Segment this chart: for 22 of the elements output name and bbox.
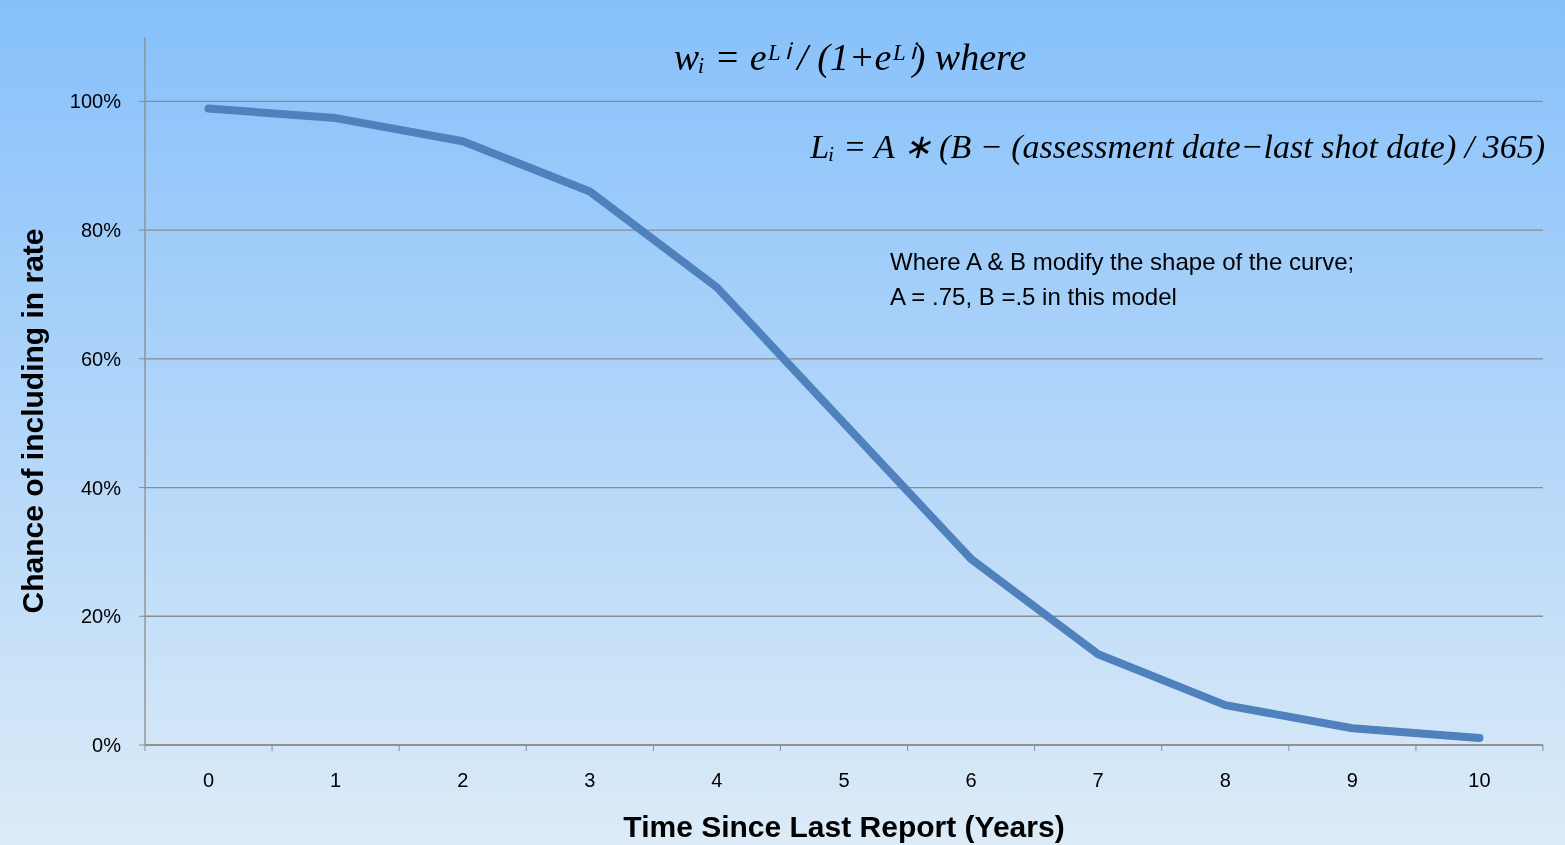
x-tick-label: 2 [457, 769, 469, 791]
y-tick-label: 40% [80, 476, 122, 499]
annotation: Lᵢ = A ∗ (B − (assessment date−last shot date) / 365) [809, 128, 1545, 166]
x-tick-label: 5 [838, 769, 850, 791]
x-tick-label: 3 [584, 769, 596, 791]
x-tick-label: 6 [965, 769, 977, 791]
x-tick-label: 4 [711, 769, 723, 791]
x-tick-label: 8 [1219, 769, 1231, 791]
x-axis-title: Time Since Last Report (Years) [623, 810, 1065, 843]
y-tick-label: 80% [80, 219, 122, 242]
x-tick-label: 9 [1346, 769, 1358, 791]
y-axis-title: Chance of including in rate [16, 228, 49, 614]
x-tick-label: 7 [1092, 769, 1104, 791]
annotation: wᵢ = eᴸⁱ / (1+eᴸⁱ) where [673, 36, 1027, 79]
y-tick-label: 20% [80, 605, 122, 628]
y-tick-label: 100% [69, 90, 122, 113]
x-tick-label: 0 [202, 769, 215, 791]
x-tick-label: 10 [1468, 769, 1491, 791]
x-tick-label: 1 [330, 769, 342, 791]
annotation: Where A & B modify the shape of the curve; A = .75, B =.5 in this model [890, 248, 1355, 310]
y-tick-label: 60% [80, 347, 122, 370]
y-tick-label: 0% [92, 734, 122, 756]
